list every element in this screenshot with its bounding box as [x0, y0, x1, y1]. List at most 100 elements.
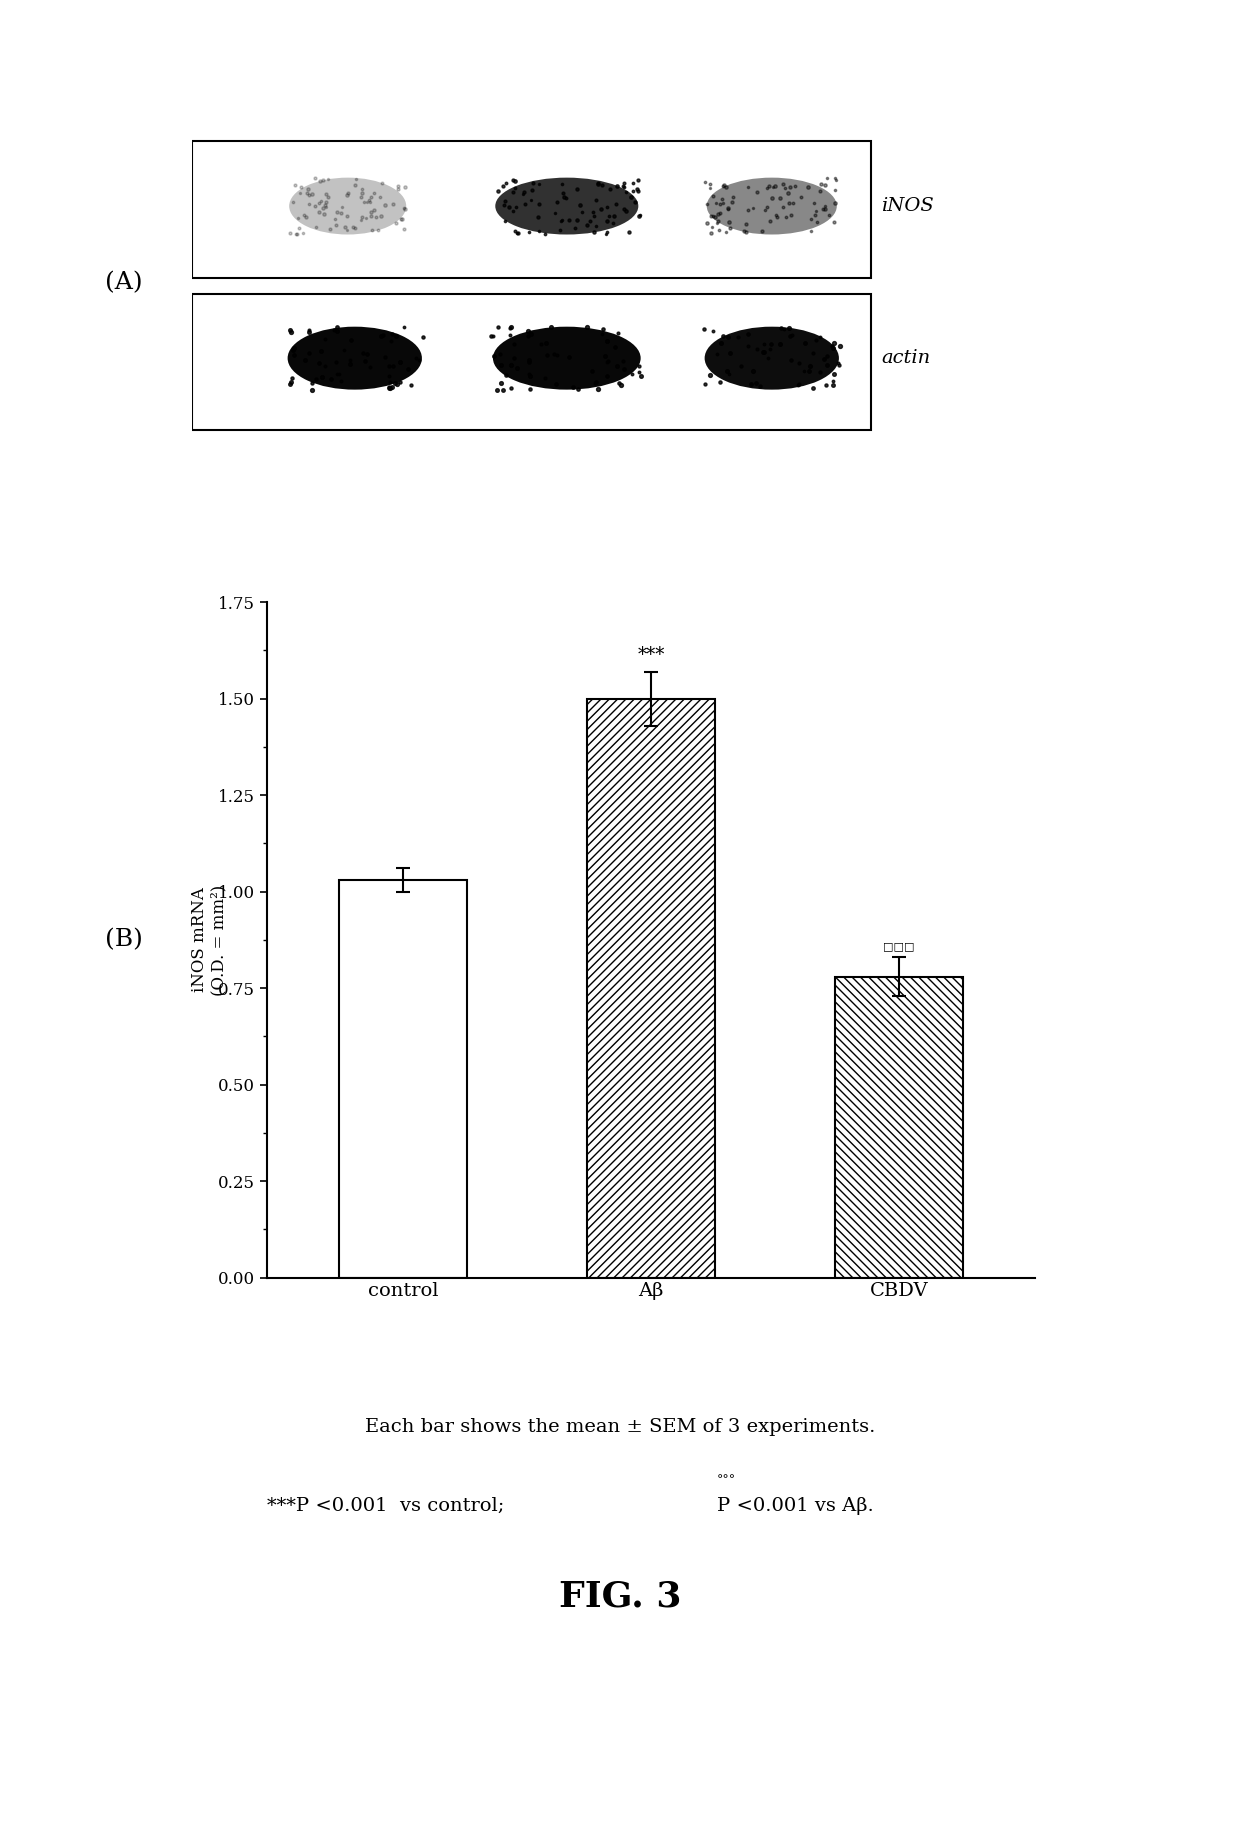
- Point: [527, 186, 547, 215]
- Point: [699, 372, 719, 402]
- Point: [507, 181, 527, 210]
- Point: [813, 367, 833, 396]
- Point: [698, 215, 718, 245]
- Point: [317, 186, 337, 215]
- Point: [563, 361, 583, 391]
- Point: [751, 338, 771, 367]
- Point: [277, 328, 296, 358]
- Point: [316, 206, 336, 235]
- Point: [342, 186, 362, 215]
- Point: [577, 203, 596, 232]
- Point: [589, 181, 609, 210]
- Point: [719, 190, 739, 219]
- Point: [330, 193, 350, 223]
- Text: iNOS: iNOS: [882, 197, 934, 215]
- Point: [336, 175, 356, 204]
- Point: [513, 332, 533, 361]
- Point: [402, 336, 422, 365]
- Point: [391, 325, 410, 354]
- Point: [532, 312, 552, 341]
- Point: [542, 325, 562, 354]
- Text: Each bar shows the mean ± SEM of 3 experiments.: Each bar shows the mean ± SEM of 3 exper…: [365, 1418, 875, 1436]
- Point: [360, 336, 379, 365]
- Point: [404, 321, 424, 350]
- Point: [327, 314, 347, 343]
- Point: [289, 312, 309, 341]
- Point: [751, 173, 771, 203]
- Text: (A): (A): [105, 272, 143, 294]
- Point: [698, 164, 718, 193]
- Point: [564, 360, 584, 389]
- Point: [598, 312, 618, 341]
- Text: ***: ***: [637, 646, 665, 664]
- Text: actin: actin: [882, 349, 930, 367]
- Point: [758, 172, 777, 201]
- Bar: [835, 976, 963, 1278]
- Point: [502, 215, 522, 245]
- Point: [818, 195, 838, 224]
- Point: [280, 201, 300, 230]
- Point: [743, 177, 763, 206]
- Point: [626, 372, 646, 402]
- Point: [341, 199, 361, 228]
- Point: [539, 164, 559, 193]
- Point: [606, 316, 626, 345]
- Point: [826, 327, 846, 356]
- Bar: [587, 699, 715, 1278]
- Point: [765, 338, 785, 367]
- Point: [621, 314, 641, 343]
- Point: [570, 208, 590, 237]
- Point: [303, 219, 322, 248]
- Point: [759, 328, 779, 358]
- Point: [600, 177, 620, 206]
- Point: [756, 327, 776, 356]
- Point: [374, 164, 394, 193]
- Point: [697, 314, 717, 343]
- Point: [796, 170, 816, 199]
- Point: [739, 376, 759, 405]
- Point: [730, 219, 750, 248]
- Point: [487, 193, 507, 223]
- Point: [373, 318, 393, 347]
- Point: [374, 343, 394, 372]
- Point: [790, 327, 810, 356]
- Point: [348, 170, 368, 199]
- Point: [298, 214, 317, 243]
- Point: [781, 170, 801, 199]
- Point: [743, 204, 763, 234]
- Point: [737, 219, 756, 248]
- Point: [399, 334, 419, 363]
- Point: [600, 316, 620, 345]
- Point: [708, 206, 728, 235]
- Point: [745, 212, 765, 241]
- Point: [520, 330, 539, 360]
- Point: [341, 312, 361, 341]
- Point: [350, 350, 370, 380]
- Point: [746, 201, 766, 230]
- Point: [316, 168, 336, 197]
- Point: [286, 188, 306, 217]
- Point: [823, 341, 843, 370]
- Point: [791, 192, 811, 221]
- Point: [723, 327, 743, 356]
- Point: [277, 338, 296, 367]
- Point: [351, 184, 371, 214]
- Point: [796, 172, 816, 201]
- Point: [556, 186, 575, 215]
- Point: [725, 190, 745, 219]
- Point: [826, 186, 846, 215]
- Point: [548, 358, 568, 387]
- Point: [405, 356, 425, 385]
- Point: [312, 215, 332, 245]
- Point: [528, 190, 548, 219]
- Point: [599, 321, 619, 350]
- Point: [548, 168, 568, 197]
- Point: [708, 175, 728, 204]
- Point: [288, 208, 308, 237]
- Point: [299, 352, 319, 381]
- Point: [290, 162, 310, 192]
- Point: [720, 332, 740, 361]
- Point: [518, 170, 538, 199]
- Point: [306, 354, 326, 383]
- Point: [827, 212, 847, 241]
